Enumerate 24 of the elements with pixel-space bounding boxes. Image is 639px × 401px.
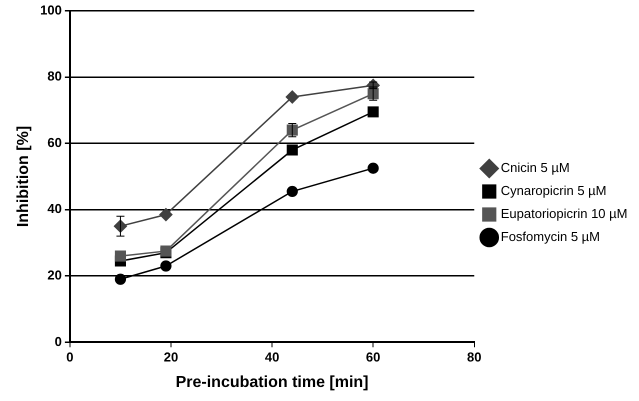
y-tick-label: 0 [54, 334, 62, 349]
y-axis-title: Inhibition [%] [15, 126, 32, 228]
legend-label: Cnicin 5 µM [500, 160, 570, 176]
legend-label: Fosfomycin 5 µM [500, 229, 600, 244]
legend-label: Eupatoriopicrin 10 µM [500, 206, 628, 222]
legend-label: Cynaropicrin 5 µM [500, 183, 606, 198]
point [286, 144, 298, 156]
point [160, 260, 172, 272]
y-tick-label: 60 [47, 134, 62, 150]
y-tick-label: 100 [40, 2, 62, 18]
y-tick-label: 40 [47, 201, 62, 216]
x-tick-label: 40 [264, 350, 280, 365]
point [368, 106, 379, 118]
x-tick-label: 80 [467, 350, 482, 365]
x-tick-label: 20 [164, 350, 178, 365]
y-tick-label: 80 [47, 68, 62, 84]
x-axis-title: Pre-incubation time [min] [176, 374, 369, 391]
point [159, 208, 173, 222]
point [114, 274, 126, 285]
x-tick-label: 60 [366, 350, 380, 365]
x-tick-label: 0 [66, 350, 74, 365]
y-tick-label: 20 [47, 268, 62, 282]
point [286, 90, 299, 104]
point [114, 250, 126, 262]
